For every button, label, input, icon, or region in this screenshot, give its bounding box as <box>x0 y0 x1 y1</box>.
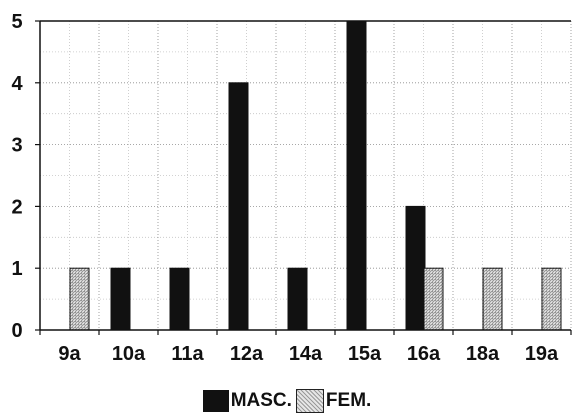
y-tick-label-2: 2 <box>11 196 22 218</box>
legend-swatch-fem <box>295 389 324 413</box>
axes <box>35 20 572 335</box>
x-tick-label-15a: 15a <box>348 343 382 365</box>
bar-fem-16a <box>423 267 444 331</box>
grid-lines <box>40 20 572 330</box>
x-tick-label-12a: 12a <box>230 343 264 365</box>
bar-masc-12a <box>228 82 249 331</box>
y-tick-label-3: 3 <box>11 135 22 157</box>
y-tick-label-5: 5 <box>11 11 22 33</box>
y-tick-label-4: 4 <box>11 73 23 95</box>
legend-item-fem: FEM. <box>295 389 372 413</box>
bar-masc-15a <box>346 20 367 331</box>
y-tick-labels: 0 1 2 3 4 5 <box>11 11 23 342</box>
bar-fem-9a <box>69 267 90 331</box>
x-tick-label-19a: 19a <box>525 343 559 365</box>
bar-fem-18a <box>482 267 503 331</box>
legend-label-masc: MASC. <box>230 390 292 411</box>
x-tick-label-11a: 11a <box>171 343 204 365</box>
y-tick-label-1: 1 <box>11 258 22 280</box>
bar-fem-19a <box>541 267 562 331</box>
legend-item-masc: MASC. <box>202 390 292 412</box>
x-tick-label-10a: 10a <box>112 343 146 365</box>
bar-masc-14a <box>287 267 308 331</box>
bar-masc-10a <box>110 267 131 331</box>
x-tick-label-16a: 16a <box>407 343 441 365</box>
x-tick-labels: 9a 10a 11a 12a 14a 15a 16a 18a 19a <box>58 343 559 365</box>
legend-label-fem: FEM. <box>325 390 372 411</box>
x-tick-label-18a: 18a <box>466 343 500 365</box>
x-tick-label-14a: 14a <box>289 343 323 365</box>
legend-swatch-masc <box>202 390 229 412</box>
bar-masc-11a <box>169 267 190 331</box>
x-tick-label-9a: 9a <box>58 343 81 365</box>
bars <box>69 20 562 331</box>
y-tick-label-0: 0 <box>11 320 22 342</box>
bar-masc-16a <box>405 205 426 331</box>
legend: MASC. FEM. <box>0 388 574 414</box>
